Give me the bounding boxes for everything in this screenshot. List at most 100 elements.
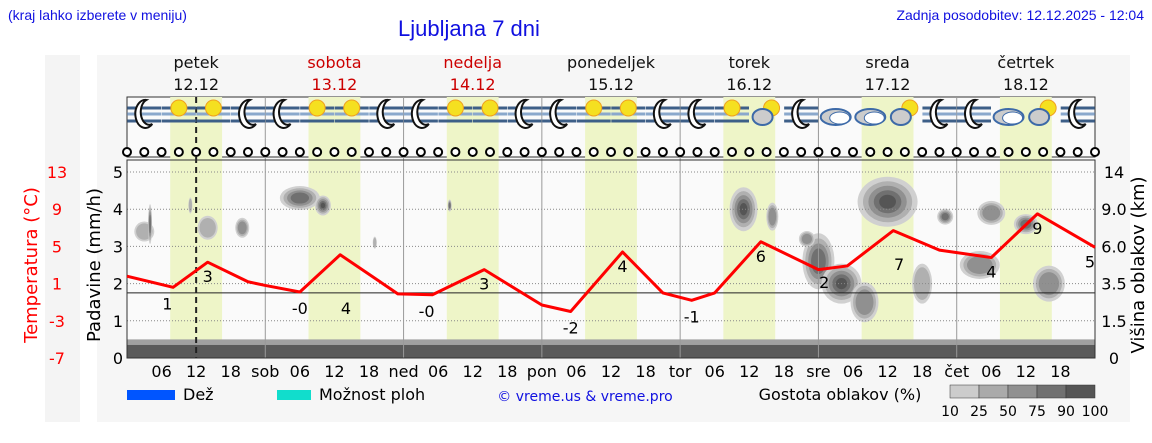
x-tick-hour: 12 xyxy=(739,362,759,381)
precip-indicator-circle xyxy=(191,147,202,157)
precip-indicator-circle xyxy=(467,147,478,157)
y-tick-precip: 4 xyxy=(113,200,123,219)
cloud-shape xyxy=(1028,108,1051,126)
cloud-inner xyxy=(863,111,885,125)
moon-fog-icon xyxy=(369,98,404,129)
x-tick-hour: 12 xyxy=(1016,362,1036,381)
precip-indicator-circle xyxy=(640,147,651,157)
x-tick-hour: 18 xyxy=(774,362,794,381)
sun-shape xyxy=(481,99,499,117)
precip-indicator-circle xyxy=(554,147,565,157)
temperature-label: 4 xyxy=(341,299,351,318)
precip-indicator-circle xyxy=(329,147,340,157)
y-label-precip: Padavine (mm/h) xyxy=(84,188,105,342)
precip-indicator-circle xyxy=(398,147,409,157)
cloud-density-blob xyxy=(941,212,949,221)
precip-indicator-circle xyxy=(848,147,858,157)
sun-fog-icon xyxy=(161,99,196,123)
sun-shape xyxy=(204,99,222,117)
precip-indicator-circle xyxy=(623,147,634,157)
precip-indicator-circle xyxy=(260,147,271,157)
cloud-density-tick: 100 xyxy=(1082,404,1109,420)
precip-indicator-circle xyxy=(1055,147,1066,157)
moon-shape xyxy=(549,98,568,129)
sun-shape xyxy=(170,99,188,117)
cloud-density-tick: 50 xyxy=(999,404,1017,420)
plot-frame xyxy=(126,159,1096,359)
x-tick-hour: 12 xyxy=(601,362,621,381)
precip-indicator-circle xyxy=(433,147,444,157)
y-tick-cloud-height: 14 xyxy=(1104,163,1124,182)
location-hint[interactable]: (kraj lahko izberete v meniju) xyxy=(8,7,187,23)
y-tick-cloud-height: 6.0 xyxy=(1101,237,1126,256)
moon-shape xyxy=(1067,98,1087,129)
cloud-density-blob xyxy=(768,207,777,226)
precip-indicator-circle xyxy=(122,147,132,157)
precip-indicator-circle xyxy=(675,147,686,157)
precip-indicator-circle xyxy=(312,147,323,157)
credit-link[interactable]: © vreme.us & vreme.pro xyxy=(497,389,672,405)
precip-indicator-circle xyxy=(934,147,945,157)
cloud-icon xyxy=(854,108,887,126)
temperature-label: 3 xyxy=(479,275,489,294)
cloud-density-swatch xyxy=(1007,384,1038,399)
moon-fog-icon xyxy=(922,98,957,129)
precip-indicator-circle xyxy=(969,147,979,157)
cloud-density-blob xyxy=(149,214,151,234)
precip-indicator-circle xyxy=(294,147,305,157)
x-tick-hour: 18 xyxy=(359,362,379,381)
precip-indicator-circle xyxy=(450,147,461,157)
day-date: 14.12 xyxy=(450,75,496,94)
sun-cloud-icon xyxy=(889,99,919,126)
sun-shape xyxy=(446,99,464,117)
precip-indicator-circle xyxy=(761,147,772,157)
precip-indicator-circle xyxy=(1072,147,1083,157)
moon-fog-icon xyxy=(231,98,265,129)
cloud-density-swatch xyxy=(949,384,980,399)
showers-legend-label: Možnost ploh xyxy=(319,385,425,404)
cloud-density-tick: 90 xyxy=(1057,404,1075,420)
x-tick-day: tor xyxy=(669,362,692,381)
cloud-density-blob xyxy=(320,202,326,209)
y-tick-precip: 1 xyxy=(113,312,123,331)
x-tick-day: sre xyxy=(806,362,830,381)
cloud-density-blob xyxy=(448,202,451,209)
y-label-temperature: Temperatura (°C) xyxy=(21,187,42,344)
cloud-icon xyxy=(992,108,1025,126)
cloud-density-blob xyxy=(373,237,377,248)
precip-indicator-circle xyxy=(865,147,876,157)
precip-indicator-circle xyxy=(899,147,910,157)
moon-fog-icon xyxy=(542,98,577,129)
day-date: 12.12 xyxy=(173,75,219,94)
moon-shape xyxy=(687,98,707,129)
y-label-cloud-height: Višina oblakov (km) xyxy=(1128,176,1149,353)
temperature-axis-panel xyxy=(45,55,80,422)
precip-indicator-circle xyxy=(173,147,184,157)
x-tick-day: pon xyxy=(527,362,557,381)
y-tick-precip: 3 xyxy=(113,237,123,256)
day-name: nedelja xyxy=(443,53,502,72)
temperature-label: -0 xyxy=(292,299,308,318)
x-tick-hour: 06 xyxy=(843,362,863,381)
precip-indicator-circle xyxy=(588,147,599,157)
moon-shape xyxy=(272,98,292,129)
day-name: sreda xyxy=(865,53,909,72)
last-updated: Zadnja posodobitev: 12.12.2025 - 12:04 xyxy=(896,7,1144,23)
cloud-density-tick: 25 xyxy=(970,404,988,420)
x-tick-day: čet xyxy=(944,362,969,381)
x-tick-hour: 18 xyxy=(635,362,655,381)
rain-legend-label: Dež xyxy=(183,385,214,404)
moon-shape xyxy=(376,98,396,129)
precip-indicator-circle xyxy=(1003,147,1014,157)
day-name: torek xyxy=(729,53,771,72)
cloud-inner xyxy=(829,111,851,125)
sun-shape xyxy=(585,99,603,117)
x-tick-hour: 06 xyxy=(981,362,1001,381)
cloud-density-blob xyxy=(879,194,896,209)
precip-indicator-circle xyxy=(1020,147,1031,157)
cloud-shape xyxy=(889,108,912,126)
day-name: četrtek xyxy=(997,53,1055,72)
temperature-label: 3 xyxy=(203,267,213,286)
moon-shape xyxy=(791,98,810,129)
y-tick-cloud-height: 9.0 xyxy=(1101,200,1126,219)
